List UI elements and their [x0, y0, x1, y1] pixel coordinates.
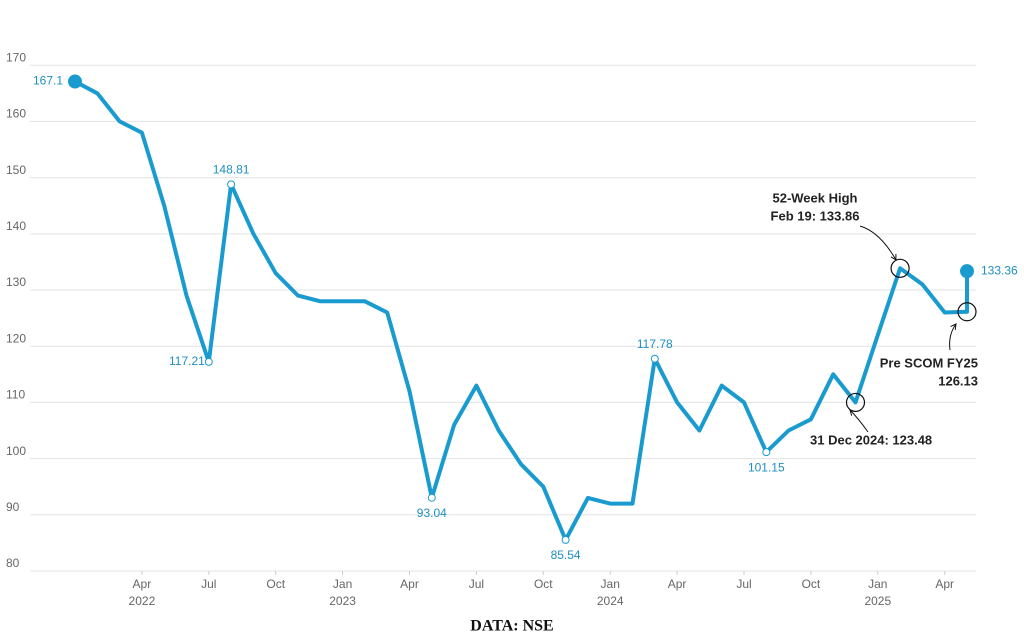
annotation-arrowhead	[950, 323, 957, 331]
annotation-arrow	[859, 225, 897, 261]
x-tick-label: Apr	[668, 577, 687, 591]
x-tick-year: 2023	[329, 594, 356, 608]
x-tick-label: Jan	[601, 577, 620, 591]
annotation-text: 52-Week High	[772, 190, 857, 205]
x-tick-label: Apr	[133, 577, 152, 591]
label-ring	[204, 357, 213, 366]
x-tick-label: Jul	[201, 577, 216, 591]
x-tick-label: Jan	[868, 577, 887, 591]
point-label: 117.78	[637, 337, 673, 351]
x-tick-label: Apr	[935, 577, 954, 591]
x-tick-year: 2024	[597, 594, 624, 608]
annotation-text: Feb 19: 133.86	[771, 208, 860, 223]
y-tick-label: 110	[6, 388, 25, 402]
annotation-text: Pre SCOM FY25	[880, 355, 978, 370]
point-label: 101.15	[748, 460, 785, 474]
y-tick-label: 100	[6, 444, 26, 458]
label-ring	[427, 493, 436, 502]
y-tick-label: 90	[6, 500, 20, 514]
annotation-ring	[890, 258, 910, 278]
x-tick-label: Jan	[333, 577, 352, 591]
y-tick-label: 170	[6, 50, 26, 64]
label-ring	[227, 180, 236, 189]
point-label: 167.1	[33, 74, 63, 88]
point-label: 133.36	[981, 263, 1018, 277]
price-line	[74, 79, 969, 542]
label-ring	[561, 535, 570, 544]
annotation-arrow	[949, 323, 957, 351]
x-tick-label: Oct	[534, 577, 553, 591]
x-tick-year: 2022	[129, 594, 156, 608]
annotation-arrow	[849, 409, 869, 433]
annotation-arrowhead	[849, 409, 856, 416]
y-tick-label: 120	[6, 331, 26, 345]
x-tick-label: Oct	[802, 577, 821, 591]
annotation-ring	[957, 302, 977, 322]
point-label: 85.54	[551, 548, 581, 562]
source-note: DATA: NSE	[470, 618, 553, 635]
point-label: 117.21	[169, 354, 205, 368]
label-ring	[762, 448, 771, 457]
y-tick-label: 150	[6, 163, 26, 177]
point-label: 148.81	[213, 162, 250, 176]
x-tick-label: Jul	[736, 577, 751, 591]
x-tick-label: Jul	[469, 577, 484, 591]
end-dot	[960, 264, 974, 279]
annotation-text: 31 Dec 2024: 123.48	[810, 432, 932, 447]
y-tick-label: 130	[6, 275, 26, 289]
y-tick-label: 140	[6, 219, 26, 233]
x-tick-label: Apr	[400, 577, 419, 591]
annotation-text: 126.13	[938, 373, 978, 388]
x-tick-year: 2025	[864, 594, 891, 608]
end-dot	[68, 74, 82, 89]
y-tick-label: 160	[6, 107, 26, 121]
x-tick-label: Oct	[266, 577, 285, 591]
annotation-arrowhead	[890, 253, 897, 261]
y-tick-label: 80	[6, 556, 20, 570]
label-ring	[650, 354, 659, 363]
point-label: 93.04	[417, 506, 447, 520]
